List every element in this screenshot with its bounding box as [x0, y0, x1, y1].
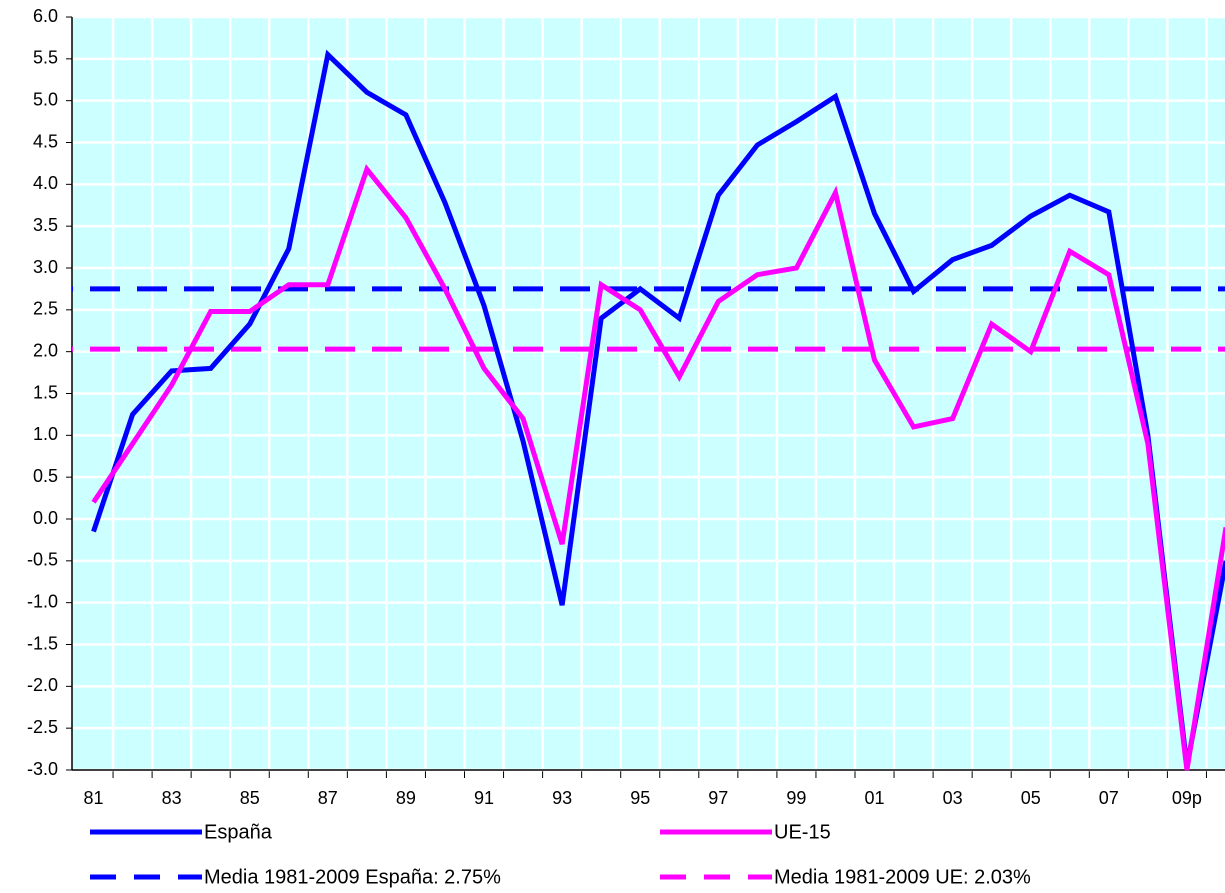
y-tick-label: 6.0	[33, 6, 58, 26]
legend-label: UE-15	[774, 821, 831, 843]
y-tick-label: -2.5	[27, 717, 58, 737]
x-tick-label: 95	[630, 788, 650, 808]
series-line	[91, 49, 1225, 767]
series-line	[91, 164, 1225, 771]
x-tick-label: 85	[240, 788, 260, 808]
y-tick-label: -1.5	[27, 633, 58, 653]
y-tick-label: 5.5	[33, 48, 58, 68]
plot-lines	[72, 49, 1225, 771]
y-tick-label: -1.0	[27, 591, 58, 611]
legend-label: España	[204, 821, 273, 843]
y-tick-label: 4.5	[33, 131, 58, 151]
y-tick-label: 2.5	[33, 299, 58, 319]
y-tick-label: 3.0	[33, 257, 58, 277]
x-tick-label: 89	[396, 788, 416, 808]
x-tick-label: 07	[1099, 788, 1119, 808]
x-tick-label: 87	[318, 788, 338, 808]
legend-label: Media 1981-2009 España: 2.75%	[204, 866, 501, 888]
x-tick-label: 81	[84, 788, 104, 808]
y-tick-label: 4.0	[33, 173, 58, 193]
x-tick-label: 99	[786, 788, 806, 808]
y-tick-label: -0.5	[27, 550, 58, 570]
y-tick-label: 1.0	[33, 424, 58, 444]
y-tick-label: -3.0	[27, 759, 58, 779]
y-tick-label: -2.0	[27, 675, 58, 695]
x-tick-label: 09p	[1172, 788, 1202, 808]
y-tick-label: 0.5	[33, 466, 58, 486]
x-tick-label: 93	[552, 788, 572, 808]
y-tick-label: 0.0	[33, 508, 58, 528]
x-tick-label: 01	[865, 788, 885, 808]
x-tick-label: 05	[1021, 788, 1041, 808]
legend-label: Media 1981-2009 UE: 2.03%	[774, 866, 1031, 888]
x-tick-label: 03	[943, 788, 963, 808]
x-tick-label: 97	[708, 788, 728, 808]
y-tick-label: 5.0	[33, 89, 58, 109]
x-tick-label: 91	[474, 788, 494, 808]
y-tick-label: 2.0	[33, 340, 58, 360]
y-tick-label: 1.5	[33, 382, 58, 402]
x-tick-label: 83	[162, 788, 182, 808]
y-tick-label: 3.5	[33, 215, 58, 235]
